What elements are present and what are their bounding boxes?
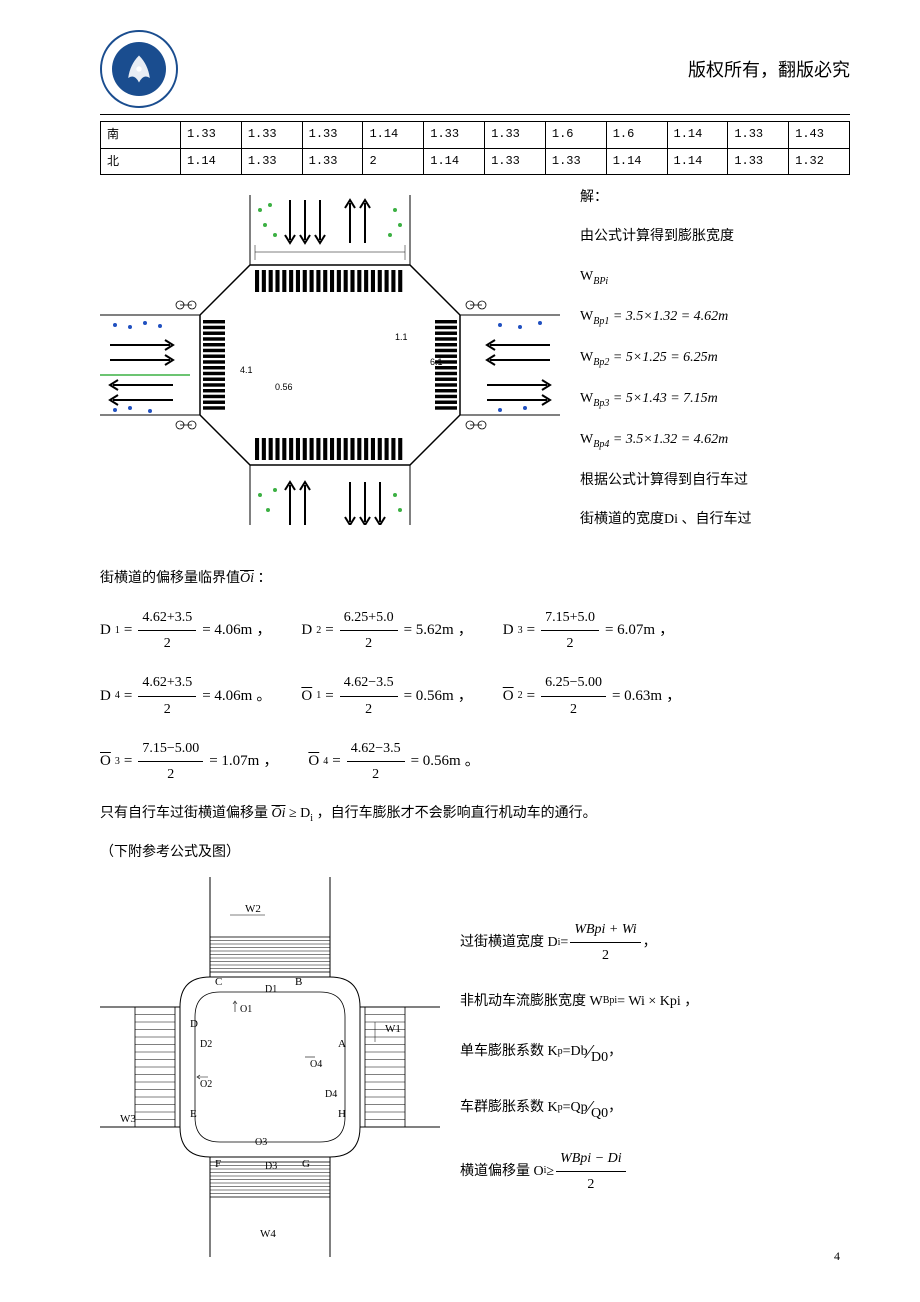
section-2: W2 W1 W3 W4 A B C D E F G H D1 D2 D3 D4 … <box>100 877 850 1257</box>
cell: 1.14 <box>667 122 728 149</box>
cell: 1.43 <box>789 122 850 149</box>
svg-text:O1: O1 <box>240 1004 252 1015</box>
ref-formula: 横道偏移量 Oi ≥ WBpi − Di2 <box>460 1146 850 1197</box>
eq-wbp1: WBp1 = 3.5×1.32 = 4.62m <box>580 304 850 331</box>
cell: 1.6 <box>606 122 667 149</box>
svg-text:W1: W1 <box>385 1023 401 1035</box>
formula-item: D3 = 7.15+5.02 = 6.07m， <box>503 605 674 656</box>
svg-text:F: F <box>215 1158 221 1170</box>
formula-row-1: D1 = 4.62+3.52 = 4.06m， D2 = 6.25+5.02 = … <box>100 605 850 656</box>
formula-item: O4 = 4.62−3.52 = 0.56m。 <box>308 736 479 787</box>
svg-text:6.1: 6.1 <box>430 357 443 367</box>
cell: 1.33 <box>181 122 242 149</box>
svg-text:1.1: 1.1 <box>395 332 408 342</box>
explanation-1: 解： 由公式计算得到膨胀宽度 WBPi WBp1 = 3.5×1.32 = 4.… <box>580 185 850 546</box>
svg-text:0.56: 0.56 <box>275 382 293 392</box>
cell: 1.33 <box>545 148 606 175</box>
svg-text:D4: D4 <box>325 1089 337 1100</box>
cell: 1.6 <box>545 122 606 149</box>
solution-label: 解： <box>580 185 850 210</box>
eq-wbp4: WBp4 = 3.5×1.32 = 4.62m <box>580 427 850 454</box>
svg-text:D1: D1 <box>265 984 277 995</box>
calc-intro: 由公式计算得到膨胀宽度 <box>580 224 850 249</box>
reference-formulas: 过街横道宽度 Di = WBpi + Wi2 ， 非机动车流膨胀宽度 WBpi =… <box>460 877 850 1257</box>
formula-row-3: O3 = 7.15−5.002 = 1.07m， O4 = 4.62−3.52 =… <box>100 736 850 787</box>
cell: 1.33 <box>485 122 546 149</box>
intersection-diagram: 1.1 6.1 4.1 0.56 <box>100 185 560 525</box>
svg-text:W3: W3 <box>120 1113 136 1125</box>
svg-text:W4: W4 <box>260 1228 276 1240</box>
cell: 1.33 <box>302 148 363 175</box>
ref-formula: 过街横道宽度 Di = WBpi + Wi2 ， <box>460 917 850 968</box>
offset-intro: 街横道的偏移量临界值Ōi ： <box>100 566 850 591</box>
row-label: 南 <box>101 122 181 149</box>
formula-item: D2 = 6.25+5.02 = 5.62m， <box>301 605 472 656</box>
svg-text:D3: D3 <box>265 1161 277 1172</box>
svg-text:C: C <box>215 976 222 988</box>
formula-row-2: D4 = 4.62+3.52 = 4.06m。 O1 = 4.62−3.52 = … <box>100 670 850 721</box>
svg-text:D: D <box>190 1018 198 1030</box>
svg-text:O2: O2 <box>200 1079 212 1090</box>
formula-item: O2 = 6.25−5.002 = 0.63m， <box>503 670 681 721</box>
copyright-text: 版权所有，翻版必究 <box>688 54 850 86</box>
page-number: 4 <box>834 1246 840 1268</box>
svg-text:D2: D2 <box>200 1039 212 1050</box>
data-table: 南1.331.331.331.141.331.331.61.61.141.331… <box>100 121 850 175</box>
svg-text:E: E <box>190 1108 197 1120</box>
cell: 1.33 <box>728 122 789 149</box>
ref-formula: 单车膨胀系数 Kp = Db⁄D0 ， <box>460 1034 850 1070</box>
cell: 1.14 <box>667 148 728 175</box>
cell: 1.33 <box>241 122 302 149</box>
eq-wbp2: WBp2 = 5×1.25 = 6.25m <box>580 345 850 372</box>
formula-item: O1 = 4.62−3.52 = 0.56m， <box>301 670 472 721</box>
ref-formula: 非机动车流膨胀宽度 WBpi = Wi × Kpi ， <box>460 989 850 1014</box>
note-text: （下附参考公式及图） <box>100 840 850 865</box>
formula-item: D1 = 4.62+3.52 = 4.06m， <box>100 605 271 656</box>
section-1: 1.1 6.1 4.1 0.56 解： 由公式计算得到膨胀宽度 WBPi <box>100 185 850 546</box>
svg-text:G: G <box>302 1158 310 1170</box>
row-label: 北 <box>101 148 181 175</box>
page-header: 版权所有，翻版必究 <box>100 30 850 115</box>
cell: 1.33 <box>302 122 363 149</box>
cell: 1.14 <box>181 148 242 175</box>
condition-text: 只有自行车过街横道偏移量 Ōi ≥ Di ，自行车膨胀才不会影响直行机动车的通行… <box>100 801 850 828</box>
table-row: 北1.141.331.3321.141.331.331.141.141.331.… <box>101 148 850 175</box>
cell: 1.32 <box>789 148 850 175</box>
table-row: 南1.331.331.331.141.331.331.61.61.141.331… <box>101 122 850 149</box>
symbol-wbpi: WBPi <box>580 264 850 291</box>
svg-text:O4: O4 <box>310 1059 322 1070</box>
cell: 2 <box>363 148 424 175</box>
svg-text:4.1: 4.1 <box>240 365 253 375</box>
university-logo <box>100 30 180 110</box>
calc-intro-2: 根据公式计算得到自行车过 <box>580 468 850 493</box>
cell: 1.33 <box>241 148 302 175</box>
svg-text:A: A <box>338 1038 346 1050</box>
ref-formula: 车群膨胀系数 Kp = Qp⁄Q0 ， <box>460 1090 850 1126</box>
cell: 1.33 <box>485 148 546 175</box>
calc-intro-3: 街横道的宽度Di 、自行车过 <box>580 507 850 532</box>
svg-text:W2: W2 <box>245 903 261 915</box>
cell: 1.14 <box>424 148 485 175</box>
formula-item: O3 = 7.15−5.002 = 1.07m， <box>100 736 278 787</box>
cell: 1.33 <box>728 148 789 175</box>
svg-text:H: H <box>338 1108 346 1120</box>
svg-text:B: B <box>295 976 302 988</box>
cell: 1.14 <box>363 122 424 149</box>
svg-text:O3: O3 <box>255 1137 267 1148</box>
eq-wbp3: WBp3 = 5×1.43 = 7.15m <box>580 386 850 413</box>
formula-item: D4 = 4.62+3.52 = 4.06m。 <box>100 670 271 721</box>
reference-diagram: W2 W1 W3 W4 A B C D E F G H D1 D2 D3 D4 … <box>100 877 440 1257</box>
cell: 1.33 <box>424 122 485 149</box>
cell: 1.14 <box>606 148 667 175</box>
